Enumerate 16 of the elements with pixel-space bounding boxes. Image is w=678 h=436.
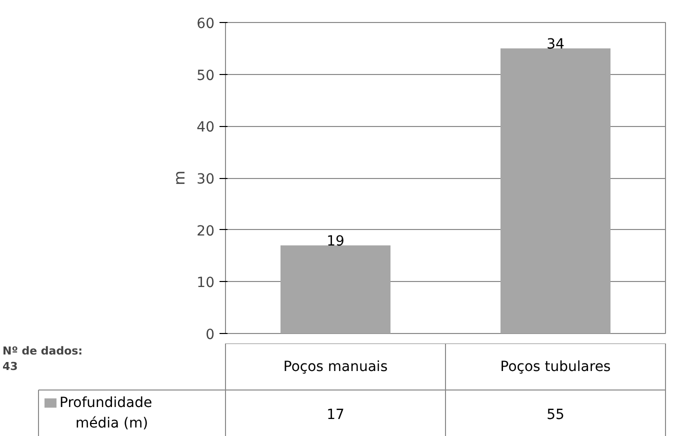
x-tick-label: Poços manuais bbox=[283, 358, 388, 375]
y-tick-label: 30 bbox=[196, 172, 215, 188]
y-tick-label: 60 bbox=[196, 16, 215, 32]
y-tick-label: 40 bbox=[196, 120, 215, 136]
x-tick-label: Poços tubulares bbox=[500, 358, 611, 375]
y-tick-label: 20 bbox=[196, 223, 215, 240]
y-tick-label: 50 bbox=[196, 68, 215, 84]
annotation: 34 bbox=[546, 36, 564, 52]
data-label: 17 bbox=[326, 406, 344, 423]
y-tick-label: 0 bbox=[206, 327, 215, 343]
data-label: 55 bbox=[546, 406, 564, 423]
text: Nº de dados: 43 bbox=[2, 344, 83, 374]
legend-label: Profundidade média (m) bbox=[60, 395, 152, 432]
annotation: 19 bbox=[326, 233, 344, 250]
y-tick-label: 10 bbox=[196, 275, 215, 292]
y-axis-title: m bbox=[170, 170, 189, 186]
